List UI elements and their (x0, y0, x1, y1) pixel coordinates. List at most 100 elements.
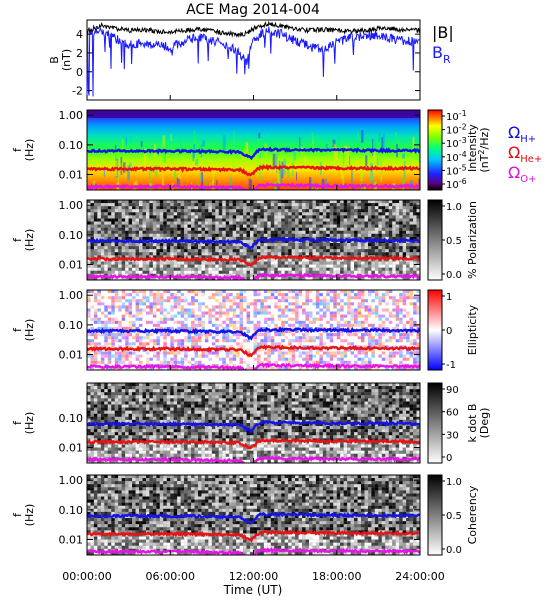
polarization-cell (87, 236, 91, 240)
intensity-texture (192, 148, 195, 162)
polarization-cell (333, 212, 337, 216)
ellipticity-cell (125, 336, 129, 340)
ellipticity-cell (295, 293, 299, 297)
polarization-cell (395, 230, 400, 234)
kdotb-cell (132, 407, 136, 411)
polarization-cell (257, 212, 261, 216)
polarization-cell (409, 218, 414, 222)
intensity-top-band (87, 110, 420, 118)
ellipticity-cell (166, 290, 171, 294)
kdotb-cell (90, 392, 94, 396)
ellipticity-cell (166, 326, 171, 330)
kdotb-cell (100, 410, 105, 414)
ellipticity-cell (93, 317, 98, 321)
ellipticity-cell (354, 293, 358, 297)
ellipticity-cell (388, 339, 393, 343)
polarization-cell (257, 224, 261, 228)
ellipticity-cell (406, 366, 410, 370)
polarization-cell (315, 243, 320, 247)
polarization-cell (253, 270, 257, 274)
polarization-cell (309, 215, 313, 219)
kdotb-cell (152, 432, 157, 436)
polarization-cell (284, 270, 289, 274)
polarization-cell (302, 218, 306, 222)
polarization-cell (319, 236, 323, 240)
kdotb-cell (173, 413, 178, 417)
polarization-cell (166, 246, 171, 250)
polarization-cell (107, 261, 112, 265)
polarization-cell (118, 270, 122, 274)
ellipticity-cell (177, 290, 181, 294)
polarization-cell (146, 261, 150, 265)
ellipticity-cell (211, 314, 216, 318)
polarization-cell (291, 230, 296, 234)
kdotb-cell (173, 401, 178, 405)
polarization-cell (232, 233, 237, 237)
kdotb-cell (139, 441, 143, 445)
polarization-cell (198, 261, 202, 265)
ellipticity-cell (156, 308, 160, 312)
polarization-cell (298, 252, 303, 256)
polarization-cell (340, 206, 344, 210)
polarization-cell (222, 221, 226, 225)
kdotb-cell (87, 395, 91, 399)
polarization-cell (333, 240, 337, 244)
kdotb-cell (170, 456, 174, 460)
ellipticity-cell (246, 330, 251, 334)
polarization-cell (111, 270, 115, 274)
kdotb-cell (90, 450, 94, 454)
ellipticity-cell (305, 317, 309, 321)
polarization-cell (354, 267, 358, 271)
polarization-cell (194, 203, 198, 207)
intensity-texture (340, 166, 344, 179)
ellipticity-cell (281, 323, 285, 327)
ellipticity-cell (263, 311, 268, 315)
polarization-cell (395, 209, 400, 213)
ellipticity-cell (295, 339, 299, 343)
gyro-legend-symbol: ΩH+ (508, 123, 536, 145)
kdotb-cell (173, 389, 178, 393)
ellipticity-cell (177, 351, 181, 355)
kdotb-cell (139, 429, 143, 433)
kdotb-cell (173, 435, 178, 439)
colorbar-tick-label: 10-2 (446, 123, 467, 137)
polarization-cell (270, 212, 275, 216)
polarization-cell (257, 246, 261, 250)
polarization-cell (152, 276, 157, 280)
kdotb-cell (87, 447, 91, 451)
kdotb-cell (114, 450, 119, 454)
polarization-cell (132, 233, 136, 237)
polarization-cell (312, 258, 316, 262)
ellipticity-cell (361, 339, 365, 343)
polarization-cell (392, 230, 396, 234)
polarization-cell (111, 209, 115, 213)
polarization-cell (125, 249, 129, 253)
ellipticity-cell (114, 357, 119, 361)
intensity-texture (260, 163, 262, 179)
polarization-cell (159, 227, 164, 231)
kdotb-cell (114, 392, 119, 396)
ellipticity-cell (142, 308, 146, 312)
polarization-cell (225, 233, 230, 237)
polarization-cell (211, 249, 216, 253)
polarization-cell (309, 252, 313, 256)
polarization-cell (371, 267, 375, 271)
polarization-cell (350, 212, 355, 216)
polarization-cell (118, 206, 122, 210)
polarization-cell (125, 224, 129, 228)
polarization-cell (267, 261, 271, 265)
polarization-cell (132, 252, 136, 256)
polarization-cell (277, 233, 282, 237)
ellipticity-cell (361, 363, 365, 367)
ellipticity-cell (239, 320, 244, 324)
polarization-cell (322, 215, 327, 219)
ellipticity-cell (385, 290, 389, 294)
ellipticity-cell (163, 339, 167, 343)
ellipticity-cell (315, 305, 320, 309)
ellipticity-cell (184, 317, 188, 321)
ellipticity-cell (149, 357, 153, 361)
polarization-cell (291, 224, 296, 228)
polarization-cell (267, 215, 271, 219)
polarization-cell (343, 200, 348, 204)
polarization-cell (395, 243, 400, 247)
